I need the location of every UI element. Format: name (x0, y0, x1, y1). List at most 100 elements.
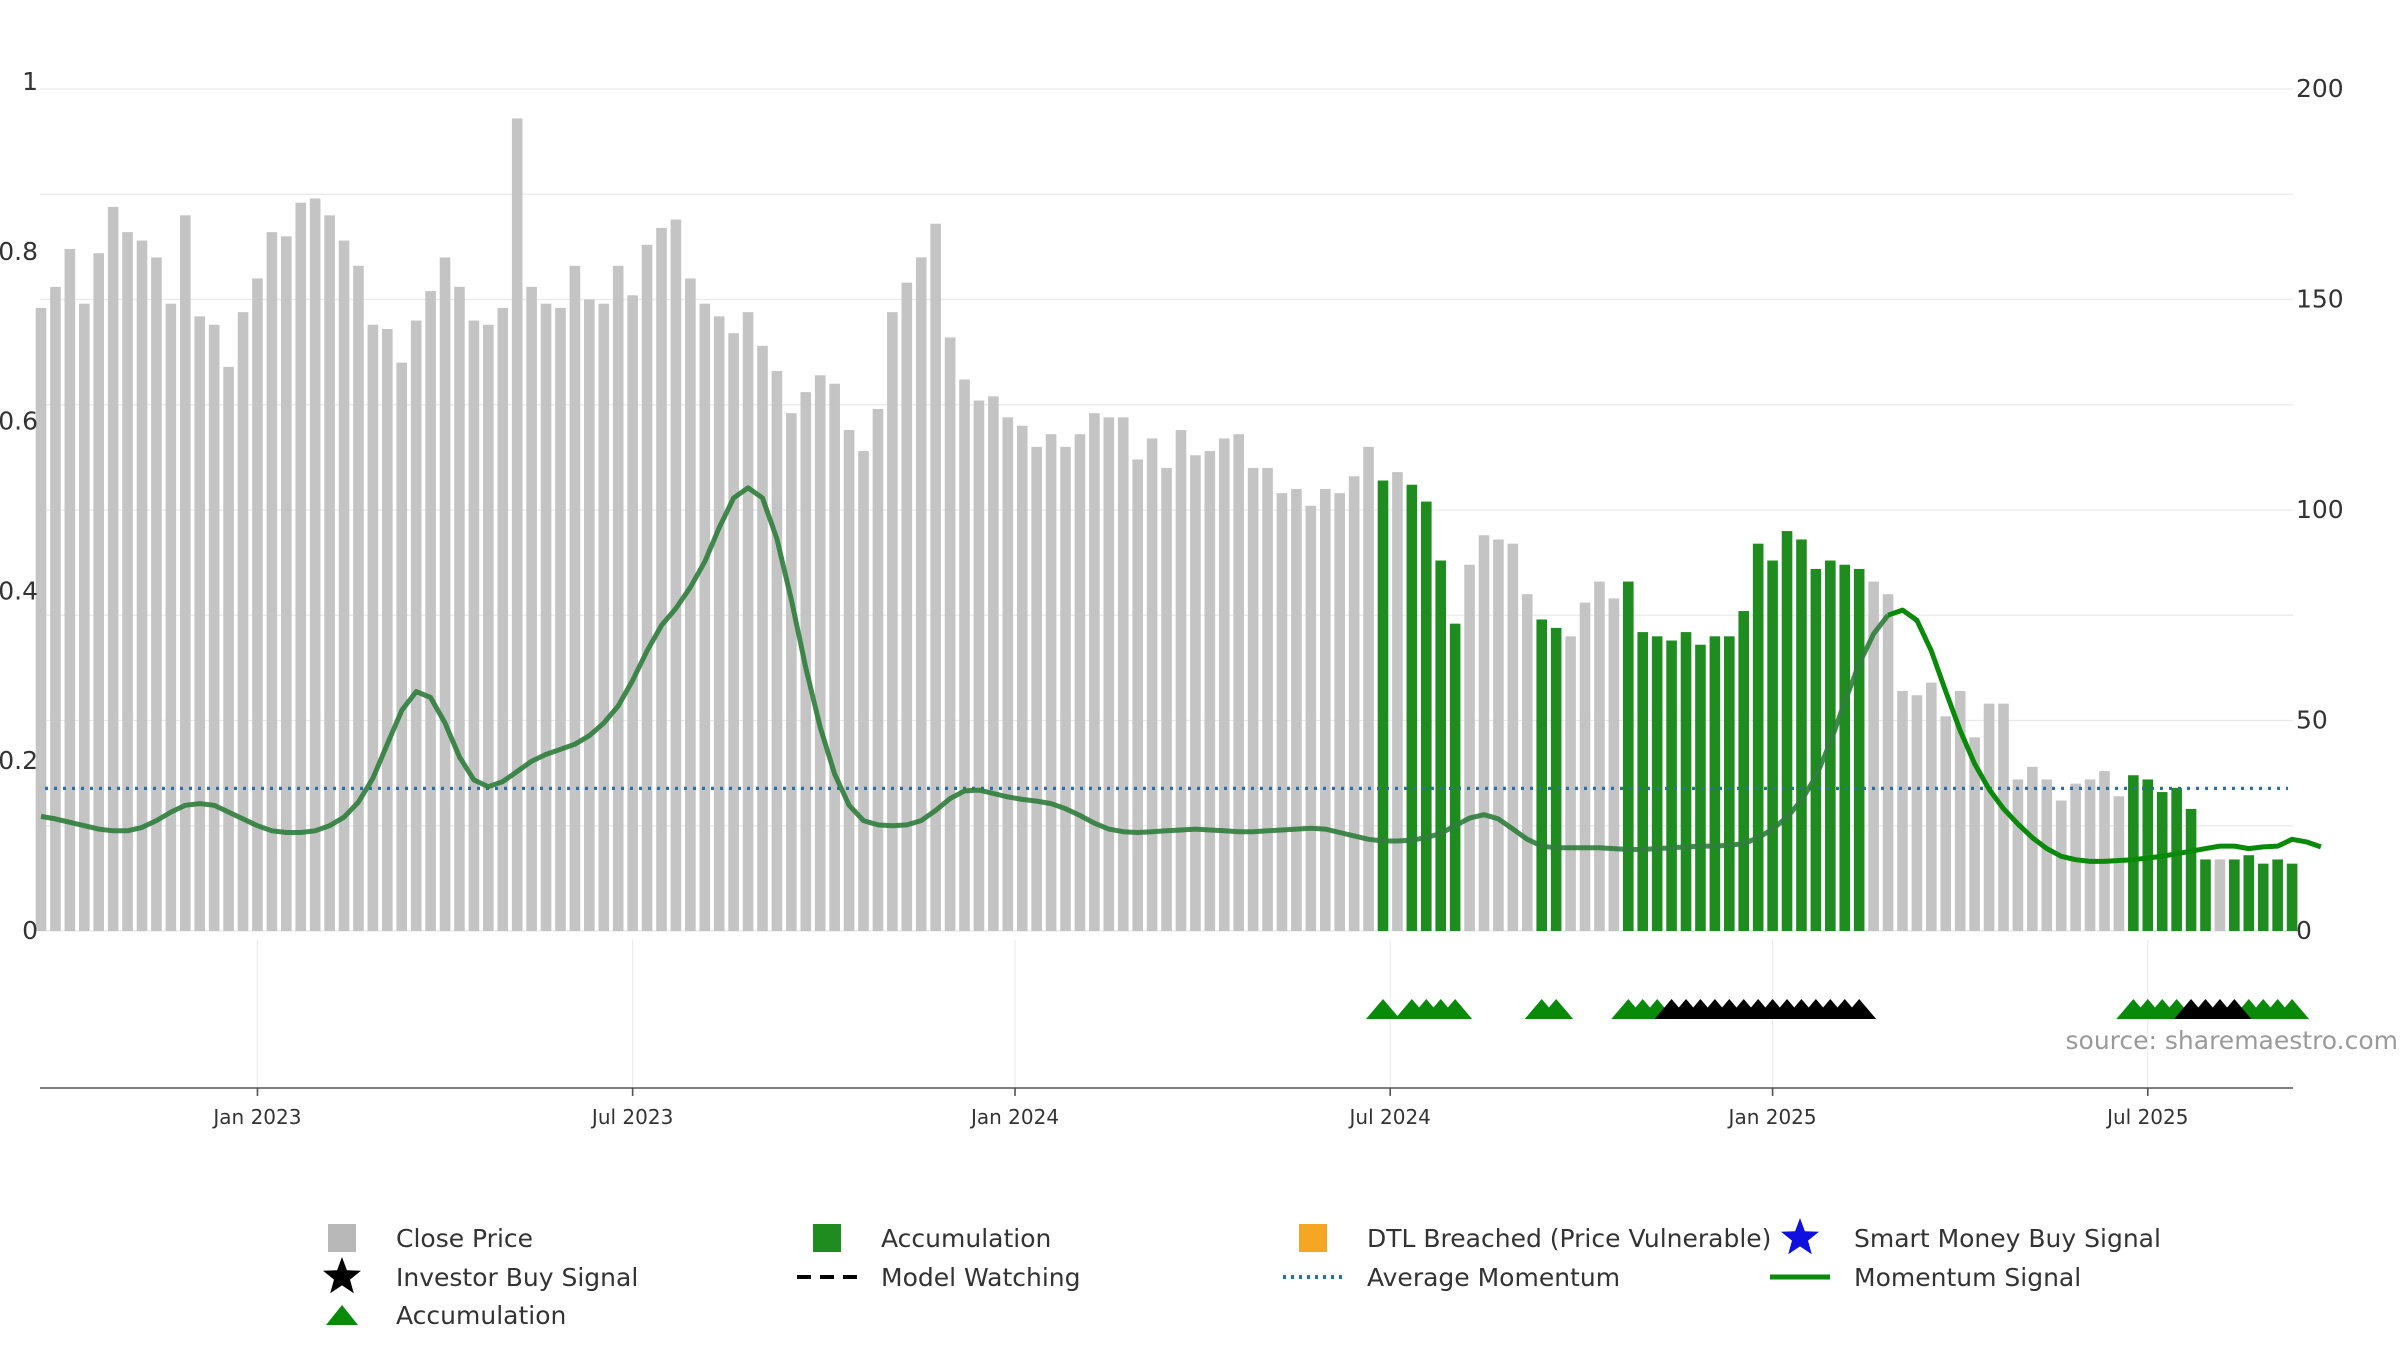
close-price-bar (1204, 451, 1216, 931)
close-price-bar (1146, 438, 1158, 931)
close-price-bar (829, 383, 840, 931)
close-price-bar (1565, 636, 1576, 931)
close-price-bar (1074, 434, 1086, 931)
close-price-bar (1002, 417, 1014, 931)
close-price-bar (1940, 716, 1952, 931)
accumulation-marker (2275, 999, 2310, 1019)
accumulation-bar (1435, 560, 1447, 931)
accumulation-bar (2185, 808, 2197, 931)
close-price-bar (2027, 766, 2038, 931)
left-axis-tick-label: 0.4 (0, 576, 38, 605)
accumulation-bar (1853, 568, 1865, 931)
accumulation-bar (1796, 539, 1807, 931)
close-price-bar (1579, 602, 1591, 931)
close-price-bar (295, 202, 307, 932)
close-price-bar (1218, 438, 1230, 931)
left-axis-tick-label: 0 (22, 916, 38, 945)
close-price-bar (713, 316, 725, 932)
close-price-bar (1233, 434, 1244, 931)
close-price-bar (1478, 535, 1490, 931)
accumulation-bar (1695, 644, 1706, 931)
close-price-bar (843, 430, 855, 931)
legend-label: Momentum Signal (1854, 1263, 2081, 1292)
close-price-bar (742, 312, 754, 931)
close-price-bar (930, 223, 941, 932)
close-price-bar (425, 291, 436, 932)
accumulation-bar (1550, 627, 1562, 931)
accumulation-bar (1738, 611, 1750, 931)
accumulation-bar (1810, 568, 1822, 931)
close-price-bar (122, 232, 133, 931)
close-price-bar (1608, 598, 1620, 931)
accumulation-bar (1420, 501, 1432, 931)
legend-item: Smart Money Buy Signal (1781, 1218, 2161, 1255)
close-price-bar (2214, 859, 2226, 931)
close-price-bar (973, 400, 985, 931)
close-price-bar (757, 345, 768, 931)
x-axis-tick-label: Jul 2023 (590, 1105, 673, 1129)
close-price-bar (208, 324, 220, 931)
close-price-bar (685, 278, 696, 931)
right-axis-tick-label: 0 (2296, 916, 2312, 945)
accumulation-bar (1724, 636, 1735, 931)
close-price-bar (93, 253, 105, 931)
close-price-bar (1089, 413, 1100, 931)
legend-label: Average Momentum (1367, 1263, 1620, 1292)
close-price-bar (266, 232, 278, 931)
accumulation-bar (2128, 775, 2139, 931)
accumulation-bar (1839, 564, 1851, 931)
close-price-bar (396, 362, 408, 931)
close-price-bar (1247, 467, 1259, 931)
accumulation-bar (2229, 859, 2240, 931)
legend-item: Accumulation (326, 1301, 566, 1330)
close-price-bar (1262, 467, 1273, 931)
close-price-bar (439, 257, 451, 931)
close-price-bars (35, 118, 2298, 932)
close-price-bar (656, 227, 667, 931)
close-price-bar (78, 303, 90, 932)
close-price-bar (281, 236, 292, 932)
accumulation-bar (1536, 619, 1548, 931)
legend-label: Accumulation (881, 1224, 1051, 1253)
close-price-bar (1190, 455, 1201, 931)
investor-buy-marker (1842, 999, 1877, 1019)
accumulation-bar (2272, 859, 2283, 931)
accumulation-bar (1651, 636, 1663, 931)
legend-label: Smart Money Buy Signal (1854, 1224, 2161, 1253)
legend-item: Momentum Signal (1770, 1263, 2081, 1292)
close-price-bar (194, 316, 206, 932)
close-price-bar (1363, 446, 1374, 931)
close-price-bar (1868, 581, 1879, 931)
legend-item: Close Price (328, 1224, 533, 1253)
close-price-bar (1319, 488, 1331, 931)
close-price-bar (641, 244, 653, 931)
close-price-bar (223, 366, 234, 931)
accumulation-bar (1767, 560, 1778, 931)
close-price-bar (569, 265, 581, 931)
close-price-bar (526, 286, 537, 931)
close-price-bar (1392, 472, 1403, 931)
legend-item: Average Momentum (1283, 1263, 1620, 1292)
green-square-icon (813, 1224, 841, 1252)
close-price-bar (497, 307, 509, 931)
investor-buy-marker (2217, 999, 2252, 1019)
close-price-bar (584, 299, 595, 931)
close-price-bar (1882, 594, 1894, 931)
close-price-bar (353, 265, 364, 931)
accumulation-bar (1752, 543, 1764, 931)
close-price-bar (872, 408, 884, 932)
close-price-bar (598, 303, 610, 932)
momentum-signal-path-recent (1887, 607, 2322, 864)
close-price-bar (180, 215, 191, 932)
close-price-bar (1291, 488, 1302, 931)
legend-item: Model Watching (797, 1263, 1081, 1292)
close-price-bar (483, 324, 494, 931)
close-price-bar (1132, 459, 1143, 931)
legend-label: Close Price (396, 1224, 533, 1253)
close-price-bar (1911, 695, 1923, 931)
close-price-bar (1060, 446, 1071, 931)
close-price-bar (1507, 543, 1519, 931)
close-price-bar (959, 379, 970, 931)
close-price-bar (1969, 737, 1980, 931)
close-price-bar (309, 198, 321, 931)
